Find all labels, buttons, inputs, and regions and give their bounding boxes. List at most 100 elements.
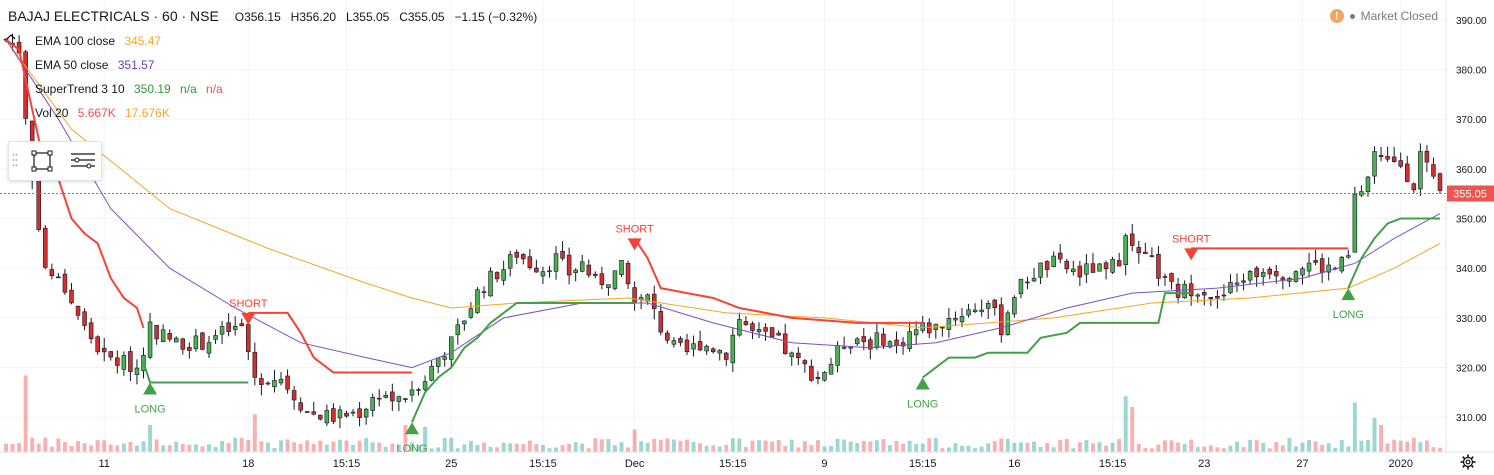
volume-bar bbox=[200, 446, 205, 452]
time-tick-label: 15:15 bbox=[529, 458, 557, 470]
volume-bar bbox=[410, 442, 414, 452]
candle-body bbox=[972, 309, 978, 312]
gear-icon[interactable] bbox=[1460, 454, 1476, 470]
candle-body bbox=[697, 341, 703, 351]
candle-body bbox=[665, 332, 670, 341]
candle-body bbox=[1057, 252, 1063, 260]
volume-bar bbox=[829, 445, 833, 452]
candle-body bbox=[789, 352, 795, 357]
candle-body bbox=[1274, 271, 1279, 277]
volume-bar bbox=[89, 445, 94, 452]
volume-bar bbox=[135, 445, 139, 452]
volume-bar bbox=[390, 443, 395, 452]
volume-bar bbox=[1307, 440, 1311, 452]
candle-body bbox=[999, 304, 1004, 336]
volume-bar bbox=[213, 447, 218, 452]
candle-body bbox=[468, 308, 474, 318]
volume-bar bbox=[1163, 440, 1167, 452]
volume-bar bbox=[1320, 444, 1325, 452]
candle-body bbox=[1319, 258, 1325, 273]
candle-body bbox=[272, 380, 277, 388]
volume-bar bbox=[1005, 438, 1010, 452]
volume-bar bbox=[1424, 440, 1429, 452]
warning-icon[interactable]: ! bbox=[1329, 9, 1344, 23]
volume-bar bbox=[1189, 439, 1194, 452]
candle-body bbox=[429, 365, 434, 381]
indicator-value-3: n/a bbox=[206, 82, 223, 96]
volume-bar bbox=[226, 443, 231, 452]
volume-bar bbox=[383, 446, 388, 452]
symbol-title[interactable]: BAJAJ ELECTRICALS · 60 · NSE bbox=[8, 8, 219, 24]
drag-handle-icon[interactable] bbox=[12, 152, 18, 170]
volume-bar bbox=[1431, 447, 1436, 452]
volume-bar bbox=[1182, 443, 1187, 452]
volume-bar bbox=[1438, 447, 1442, 452]
volume-bar bbox=[154, 439, 159, 452]
volume-bar bbox=[351, 444, 355, 452]
volume-bar bbox=[933, 437, 938, 452]
candle-body bbox=[671, 340, 677, 345]
candle-body bbox=[95, 336, 100, 353]
candle-body bbox=[573, 269, 578, 273]
candle-body bbox=[1149, 255, 1155, 257]
volume-bar bbox=[207, 444, 211, 452]
volume-bar bbox=[940, 448, 945, 452]
candle-body bbox=[881, 333, 886, 346]
status-dot-icon bbox=[1349, 13, 1355, 19]
candle-body bbox=[547, 270, 552, 273]
indicator-label: EMA 50 close bbox=[35, 58, 109, 72]
price-axis-panel[interactable] bbox=[1446, 0, 1494, 474]
candle-body bbox=[1267, 268, 1273, 275]
candle-body bbox=[966, 309, 971, 316]
short-arrow bbox=[241, 312, 256, 325]
volume-bar bbox=[606, 439, 611, 452]
candle-body bbox=[278, 378, 284, 384]
volume-bar bbox=[357, 440, 362, 452]
volume-bar bbox=[1058, 439, 1063, 452]
candle-body bbox=[449, 336, 454, 360]
time-tick-label: 25 bbox=[445, 458, 457, 470]
candle-body bbox=[1077, 265, 1083, 278]
indicator-ema100[interactable]: EMA 100 close 345.47 bbox=[35, 34, 167, 48]
long-arrow bbox=[404, 422, 419, 435]
volume-bar bbox=[527, 440, 532, 452]
candle-body bbox=[206, 342, 212, 354]
candle-body bbox=[1372, 151, 1377, 177]
candle-body bbox=[481, 291, 487, 293]
time-tick-label: 16 bbox=[1008, 458, 1020, 470]
indicator-ema50[interactable]: EMA 50 close 351.57 bbox=[35, 58, 160, 72]
candle-body bbox=[363, 408, 369, 418]
volume-bar bbox=[567, 443, 572, 452]
volume-bar bbox=[396, 444, 401, 452]
indicator-volume[interactable]: Vol 20 5.667K 17.676K bbox=[35, 106, 176, 120]
candle-body bbox=[1424, 150, 1430, 163]
volume-bar bbox=[311, 444, 316, 452]
candle-body bbox=[579, 261, 585, 272]
indicator-lines bbox=[5, 38, 1441, 423]
candle-body bbox=[422, 381, 428, 390]
volume-bar bbox=[403, 425, 408, 452]
object-tree-icon[interactable] bbox=[69, 150, 97, 172]
candle-body bbox=[1234, 282, 1240, 285]
volume-bar bbox=[252, 414, 257, 452]
candle-body bbox=[462, 320, 467, 325]
volume-bar bbox=[809, 445, 814, 452]
volume-bar bbox=[1208, 445, 1213, 452]
volume-bar bbox=[671, 439, 676, 452]
volume-bar bbox=[455, 448, 460, 452]
candle-body bbox=[1110, 258, 1115, 273]
candle-body bbox=[1162, 276, 1168, 278]
volume-bar bbox=[23, 375, 28, 452]
rectangle-tool-icon[interactable] bbox=[31, 150, 53, 172]
volume-bar bbox=[462, 444, 467, 452]
volume-bar bbox=[861, 440, 866, 452]
candle-body bbox=[265, 382, 271, 385]
volume-bar bbox=[174, 441, 179, 452]
indicator-supertrend[interactable]: SuperTrend 3 10 350.19 n/a n/a bbox=[35, 82, 229, 96]
time-tick-label: 15:15 bbox=[333, 458, 361, 470]
volume-bar bbox=[468, 441, 473, 452]
floating-toolbar bbox=[8, 141, 102, 181]
chevron-up-icon[interactable] bbox=[0, 33, 22, 47]
volume-bar bbox=[770, 441, 775, 452]
